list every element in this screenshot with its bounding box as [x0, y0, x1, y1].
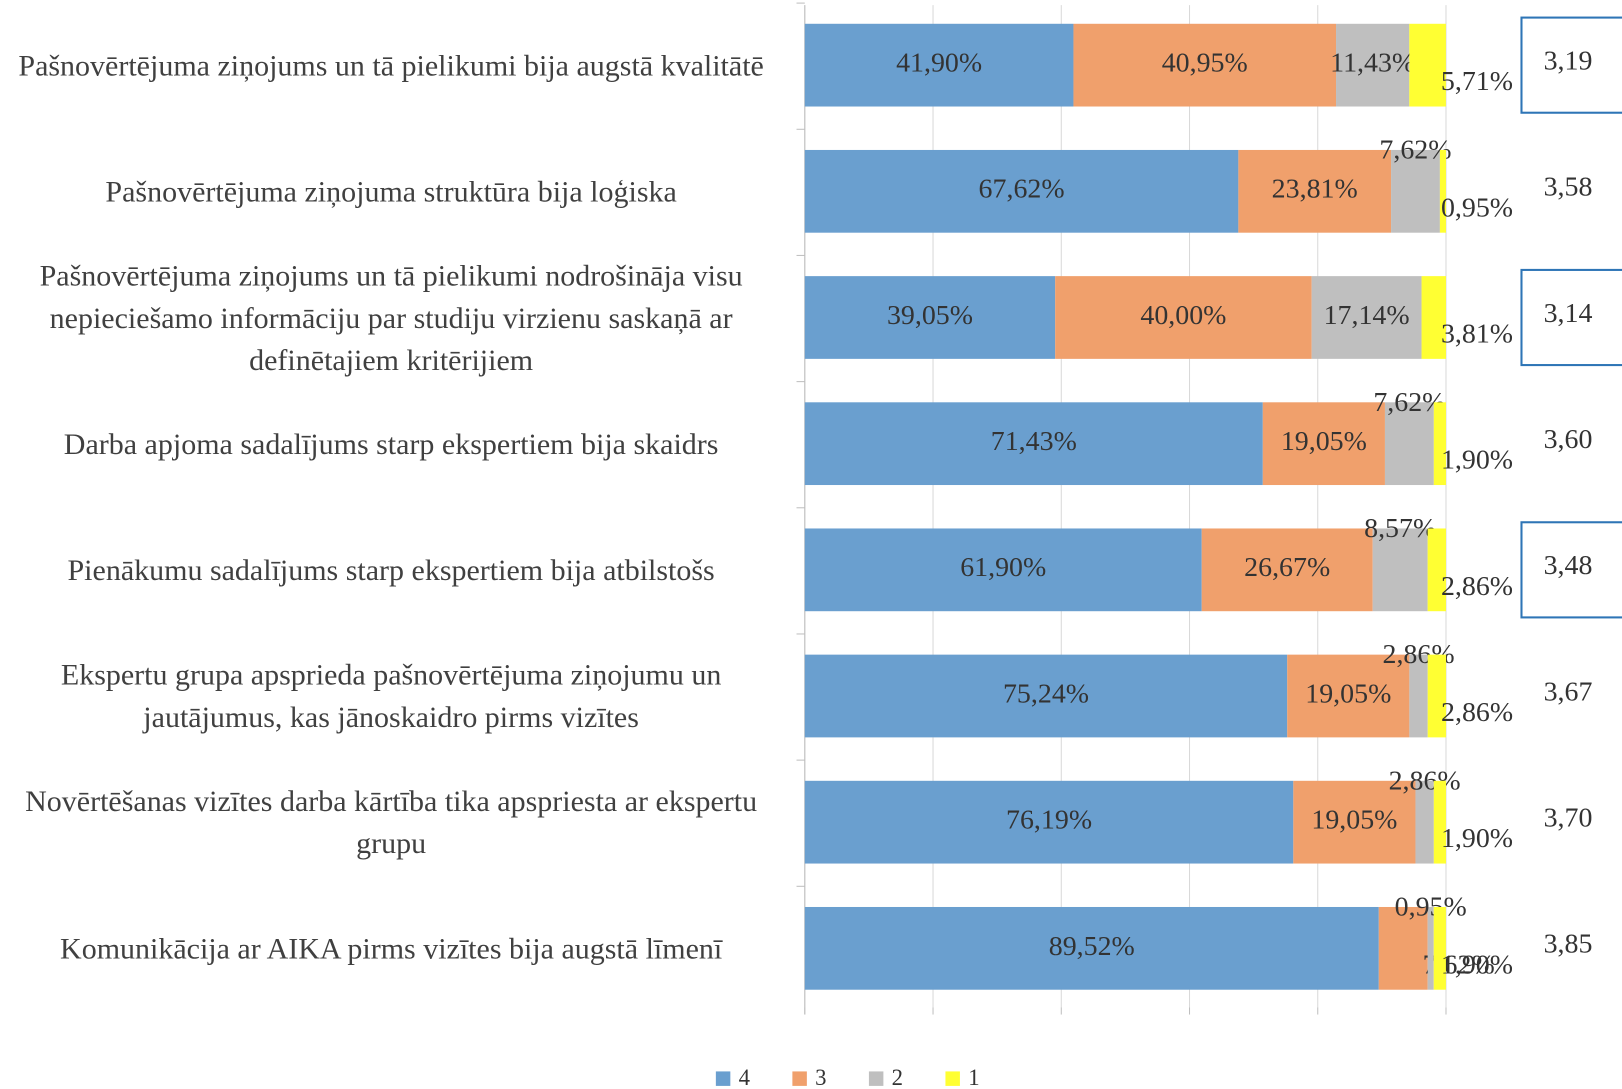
data-label: 76,19%: [1006, 805, 1092, 836]
data-label: 41,90%: [896, 48, 982, 79]
mean-label: 3,60: [1544, 424, 1593, 455]
bar-segment: [804, 654, 1288, 738]
data-label: 1,90%: [1441, 949, 1513, 980]
data-label: 40,00%: [1140, 300, 1226, 331]
bar-segment: [1391, 149, 1440, 233]
data-label: 0,95%: [1441, 192, 1513, 223]
bar-segment: [1055, 276, 1312, 359]
mean-label: 3,67: [1544, 676, 1593, 707]
category-label: Komunikācija ar AIKA pirms vizītes bija …: [60, 932, 723, 966]
data-label: 1,90%: [1441, 445, 1513, 476]
category-label-box: Darba apjoma sadalījums starp ekspertiem…: [63, 427, 719, 461]
bar-segment: [1262, 402, 1385, 486]
bar-segment: [1201, 528, 1373, 612]
bar-segment: [804, 149, 1239, 233]
category-label-box: Ekspertu grupa apsprieda pašnovērtējuma …: [60, 658, 722, 735]
category-label: Ekspertu grupa apsprieda pašnovērtējuma …: [60, 658, 722, 735]
category-label-box: Komunikācija ar AIKA pirms vizītes bija …: [60, 932, 723, 966]
mean-label: 3,19: [1544, 45, 1593, 76]
data-label: 71,43%: [991, 426, 1077, 457]
category-label: Pašnovērtējuma ziņojuma struktūra bija l…: [105, 175, 677, 209]
category-label: Pašnovērtējuma ziņojums un tā pielikumi …: [18, 49, 764, 83]
category-label: Pašnovērtējuma ziņojums un tā pielikumi …: [39, 259, 743, 377]
category-label-box: Pašnovērtējuma ziņojums un tā pielikumi …: [39, 259, 743, 377]
bar-segment: [1415, 780, 1434, 864]
category-label: Novērtēšanas vizītes darba kārtība tika …: [25, 784, 758, 861]
mean-box: [1520, 268, 1622, 367]
data-label: 7,62%: [1373, 387, 1445, 418]
legend-label: 4: [739, 1065, 751, 1089]
category-label: Darba apjoma sadalījums starp ekspertiem…: [63, 427, 719, 461]
data-label: 67,62%: [979, 174, 1065, 205]
legend-label: 3: [815, 1065, 826, 1089]
data-label: 11,43%: [1330, 48, 1415, 79]
data-label: 17,14%: [1324, 300, 1410, 331]
bar-segment: [1427, 528, 1446, 612]
bar-segment: [804, 276, 1056, 359]
data-label: 2,86%: [1441, 697, 1513, 728]
category-label: Pienākumu sadalījums starp ekspertiem bi…: [67, 553, 715, 587]
bar-segment: [1427, 654, 1447, 738]
bar-segment: [804, 906, 1379, 990]
bar-segment: [1378, 906, 1428, 990]
data-label: 2,86%: [1389, 765, 1461, 796]
bar-segment: [804, 528, 1202, 612]
legend-swatch: [715, 1071, 731, 1086]
data-label: 89,52%: [1049, 931, 1135, 962]
mean-label: 3,85: [1544, 929, 1593, 960]
bar-segment: [804, 780, 1294, 864]
bar-segment: [1238, 149, 1392, 233]
bar-segment: [1427, 906, 1434, 990]
data-label: 75,24%: [1003, 678, 1089, 709]
category-label-box: Pašnovērtējuma ziņojums un tā pielikumi …: [18, 49, 764, 83]
data-label: 3,81%: [1441, 319, 1513, 350]
bar-segment: [1409, 23, 1446, 107]
legend-label: 1: [968, 1065, 979, 1089]
legend-swatch: [945, 1071, 960, 1086]
bar-segment: [804, 23, 1074, 107]
data-label: 2,86%: [1441, 571, 1513, 602]
mean-box: [1520, 521, 1622, 619]
mean-label: 3,70: [1544, 803, 1593, 834]
legend-swatch: [868, 1071, 884, 1086]
data-label: 1,90%: [1441, 823, 1513, 854]
data-label: 19,05%: [1281, 426, 1367, 457]
mean-label: 3,48: [1544, 550, 1593, 581]
data-label: 5,71%: [1441, 66, 1513, 97]
legend-label: 2: [892, 1065, 903, 1089]
data-label: 19,05%: [1311, 805, 1397, 836]
data-label: 8,57%: [1364, 513, 1436, 544]
data-label: 0,95%: [1395, 891, 1467, 922]
bar-segment: [1409, 654, 1428, 738]
bar-segment: [1433, 906, 1446, 990]
data-label: 39,05%: [887, 300, 973, 331]
bar-segment: [1287, 654, 1410, 738]
bar-segment: [1336, 23, 1410, 107]
mean-label: 3,58: [1544, 172, 1593, 203]
category-label-box: Novērtēšanas vizītes darba kārtība tika …: [25, 784, 758, 861]
bar-segment: [1433, 402, 1446, 486]
data-label: 26,67%: [1244, 552, 1330, 583]
bar-segment: [1439, 149, 1446, 233]
data-label: 40,95%: [1162, 48, 1248, 79]
bar-segment: [1384, 402, 1434, 486]
category-label-box: Pienākumu sadalījums starp ekspertiem bi…: [67, 553, 715, 587]
legend-swatch: [792, 1071, 807, 1086]
bar-segment: [1372, 528, 1428, 612]
mean-label: 3,14: [1544, 298, 1593, 329]
bar-segment: [1073, 23, 1337, 107]
data-label: 61,90%: [960, 552, 1046, 583]
mean-box: [1520, 16, 1622, 114]
bar-segment: [804, 402, 1263, 486]
bar-segment: [1421, 276, 1446, 359]
bar-segment: [1311, 276, 1422, 359]
data-label: 23,81%: [1272, 174, 1358, 205]
bar-segment: [1293, 780, 1416, 864]
data-label: 7,62%: [1379, 134, 1451, 165]
category-label-box: Pašnovērtējuma ziņojuma struktūra bija l…: [105, 175, 677, 209]
data-label: 19,05%: [1305, 678, 1391, 709]
bar-segment: [1433, 780, 1446, 864]
